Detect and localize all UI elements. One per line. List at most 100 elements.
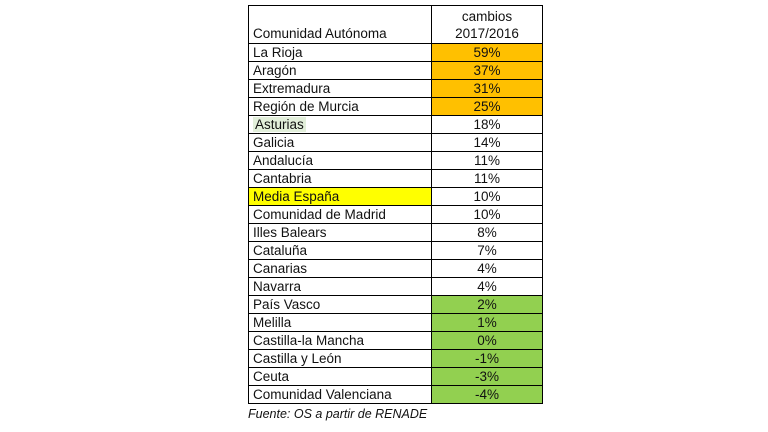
table-row: Navarra 4%: [248, 277, 543, 296]
row-name-cell: Comunidad Valenciana: [248, 385, 432, 404]
row-value-cell: 25%: [431, 97, 543, 116]
row-name: Illes Balears: [253, 225, 327, 240]
table-row: Región de Murcia 25%: [248, 97, 543, 116]
row-value-cell: -4%: [431, 385, 543, 404]
row-name-cell: Cantabria: [248, 169, 432, 188]
row-name-cell: Aragón: [248, 61, 432, 80]
row-value: 59%: [473, 45, 501, 60]
row-value: 37%: [473, 63, 501, 78]
row-value: 1%: [477, 315, 497, 330]
row-value-cell: 14%: [431, 133, 543, 152]
row-name-cell: Illes Balears: [248, 223, 432, 242]
row-name: Navarra: [253, 279, 302, 294]
row-value-cell: 1%: [431, 313, 543, 332]
row-value: 8%: [477, 225, 497, 240]
row-name: Galicia: [253, 135, 295, 150]
source-note: Fuente: OS a partir de RENADE: [248, 407, 428, 421]
table-row: Canarias 4%: [248, 259, 543, 278]
row-value-cell: -3%: [431, 367, 543, 386]
row-name: Ceuta: [253, 369, 290, 384]
row-name: Asturias: [253, 117, 306, 132]
row-value: 18%: [473, 117, 501, 132]
row-value-cell: 4%: [431, 259, 543, 278]
row-name: La Rioja: [253, 45, 303, 60]
row-name-cell: País Vasco: [248, 295, 432, 314]
row-value: 10%: [473, 207, 501, 222]
row-value-cell: 10%: [431, 205, 543, 224]
row-value-cell: 10%: [431, 187, 543, 206]
row-name: Melilla: [253, 315, 292, 330]
row-value-cell: 37%: [431, 61, 543, 80]
row-name: Comunidad Valenciana: [253, 387, 392, 402]
table-row: Comunidad de Madrid 10%: [248, 205, 543, 224]
row-name-cell: Galicia: [248, 133, 432, 152]
row-name: Extremadura: [253, 81, 331, 96]
row-name: Cataluña: [253, 243, 308, 258]
row-value: 7%: [477, 243, 497, 258]
changes-table: Comunidad Autónoma cambios 2017/2016 La R…: [248, 5, 543, 404]
table-row: Asturias 18%: [248, 115, 543, 134]
row-name-cell: Andalucía: [248, 151, 432, 170]
header-value-line2: 2017/2016: [455, 26, 519, 41]
row-name: Aragón: [253, 63, 297, 78]
row-value-cell: 11%: [431, 151, 543, 170]
row-name: Castilla-la Mancha: [253, 333, 365, 348]
row-value: -3%: [474, 369, 499, 384]
header-value: cambios 2017/2016: [431, 5, 543, 44]
row-name-cell: Castilla-la Mancha: [248, 331, 432, 350]
table-row: La Rioja 59%: [248, 43, 543, 62]
row-value: 11%: [473, 171, 501, 186]
row-value-cell: 11%: [431, 169, 543, 188]
table-row: Extremadura 31%: [248, 79, 543, 98]
table-row: Andalucía 11%: [248, 151, 543, 170]
table-header-row: Comunidad Autónoma cambios 2017/2016: [248, 5, 543, 44]
row-value: -4%: [474, 387, 499, 402]
row-name-cell: Comunidad de Madrid: [248, 205, 432, 224]
row-value-cell: 0%: [431, 331, 543, 350]
table-row: Ceuta -3%: [248, 367, 543, 386]
data-table-container: Comunidad Autónoma cambios 2017/2016 La R…: [248, 5, 543, 422]
header-name: Comunidad Autónoma: [248, 5, 432, 44]
row-value-cell: -1%: [431, 349, 543, 368]
row-value: 11%: [473, 153, 501, 168]
table-row: Castilla-la Mancha 0%: [248, 331, 543, 350]
row-name-cell: Media España: [248, 187, 432, 206]
row-value: -1%: [474, 351, 499, 366]
row-name-cell: Castilla y León: [248, 349, 432, 368]
table-row: Media España 10%: [248, 187, 543, 206]
table-row: Illes Balears 8%: [248, 223, 543, 242]
row-value-cell: 31%: [431, 79, 543, 98]
table-row: Cataluña 7%: [248, 241, 543, 260]
row-name: Canarias: [253, 261, 308, 276]
row-name-cell: Navarra: [248, 277, 432, 296]
table-row: Cantabria 11%: [248, 169, 543, 188]
row-value-cell: 4%: [431, 277, 543, 296]
table-row: Aragón 37%: [248, 61, 543, 80]
table-row: Castilla y León -1%: [248, 349, 543, 368]
row-value: 25%: [473, 99, 501, 114]
row-name: Comunidad de Madrid: [253, 207, 386, 222]
row-name-cell: Cataluña: [248, 241, 432, 260]
table-row: Comunidad Valenciana -4%: [248, 385, 543, 404]
row-name-cell: Extremadura: [248, 79, 432, 98]
row-name: País Vasco: [253, 297, 321, 312]
row-value: 4%: [477, 261, 497, 276]
row-name: Media España: [253, 189, 340, 204]
row-value-cell: 2%: [431, 295, 543, 314]
row-name: Castilla y León: [253, 351, 342, 366]
table-body: La Rioja 59% Aragón 37% Extremadura 31% Región…: [248, 43, 543, 404]
header-name-label: Comunidad Autónoma: [253, 26, 387, 41]
table-row: Melilla 1%: [248, 313, 543, 332]
row-value-cell: 7%: [431, 241, 543, 260]
row-value-cell: 18%: [431, 115, 543, 134]
row-value: 0%: [477, 333, 497, 348]
row-value: 4%: [477, 279, 497, 294]
row-name-cell: Canarias: [248, 259, 432, 278]
row-value: 2%: [477, 297, 497, 312]
row-name-cell: La Rioja: [248, 43, 432, 62]
row-value-cell: 59%: [431, 43, 543, 62]
table-row: Galicia 14%: [248, 133, 543, 152]
row-value: 31%: [473, 81, 501, 96]
row-name-cell: Región de Murcia: [248, 97, 432, 116]
header-value-line1: cambios: [461, 9, 513, 24]
